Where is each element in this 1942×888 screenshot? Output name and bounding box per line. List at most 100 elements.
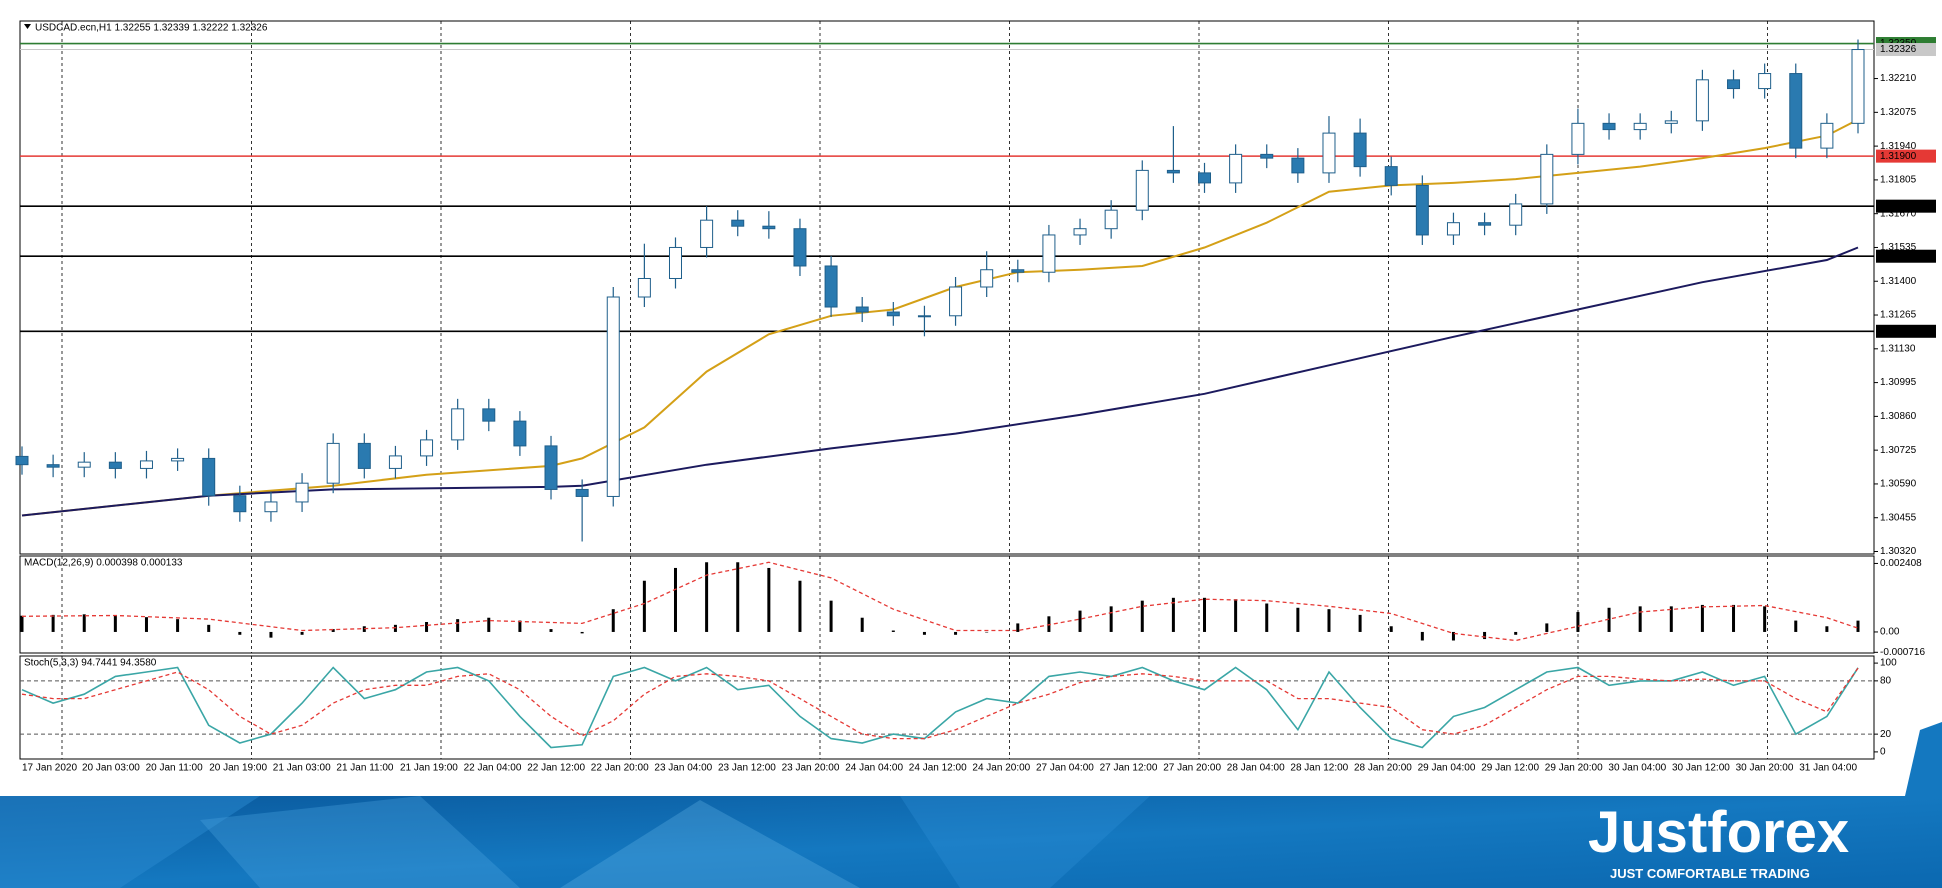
candle-body	[233, 495, 247, 513]
macd-bar	[549, 629, 553, 632]
y-tick-label: 1.31805	[1880, 175, 1917, 186]
candle-body	[1695, 79, 1709, 122]
macd-bar	[1732, 604, 1736, 632]
macd-bar	[1856, 620, 1860, 632]
x-tick-label: 27 Jan 04:00	[1036, 763, 1094, 774]
y-tick-label: 1.30320	[1880, 546, 1917, 557]
macd-bar	[580, 631, 584, 634]
level-label-box	[1876, 249, 1936, 263]
x-tick-label: 23 Jan 20:00	[782, 763, 840, 774]
candle-body	[264, 501, 278, 513]
macd-bar	[238, 631, 242, 635]
macd-bar	[1607, 607, 1611, 632]
candle-body	[108, 461, 122, 469]
macd-bar	[269, 631, 273, 638]
y-tick-label: 1.30590	[1880, 479, 1917, 490]
macd-bar	[1234, 599, 1238, 632]
candle-body	[700, 219, 714, 248]
panel-frame	[19, 555, 1875, 654]
banner-shape	[0, 796, 260, 888]
candle-body	[886, 311, 900, 317]
candle-body	[637, 277, 651, 298]
y-tick-label: 1.32210	[1880, 73, 1917, 84]
candle-body	[1011, 269, 1025, 273]
macd-bar	[1358, 614, 1362, 632]
panel-frame	[19, 20, 1875, 555]
macd-bar	[1514, 631, 1518, 635]
level-label-box	[1876, 43, 1936, 57]
candle-body	[762, 225, 776, 230]
banner-shape	[560, 800, 860, 888]
level-label: 1.32326	[1880, 44, 1917, 55]
candle-body	[575, 488, 589, 497]
candle-body	[1229, 153, 1243, 184]
x-tick-label: 24 Jan 12:00	[909, 763, 967, 774]
logo: Justforex	[1588, 800, 1849, 865]
candle-body	[15, 455, 29, 466]
macd-bar	[1576, 612, 1580, 632]
candle-body	[1789, 73, 1803, 149]
candle-body	[731, 219, 745, 227]
x-tick-label: 21 Jan 19:00	[400, 763, 458, 774]
macd-bar	[393, 624, 397, 632]
y-tick-label: 1.31400	[1880, 276, 1917, 287]
macd-bar	[331, 629, 335, 632]
candle-body	[1384, 166, 1398, 186]
macd-bar	[20, 615, 24, 632]
y-tick-label: 100	[1880, 658, 1897, 669]
candle-body	[1540, 153, 1554, 205]
candle-body	[1322, 132, 1336, 174]
y-tick-label: 1.31265	[1880, 310, 1917, 321]
x-tick-label: 24 Jan 04:00	[845, 763, 903, 774]
macd-bar	[1389, 626, 1393, 632]
macd-bar	[144, 617, 148, 632]
x-tick-label: 31 Jan 04:00	[1799, 763, 1857, 774]
y-tick-label: 80	[1880, 676, 1892, 687]
candle-body	[917, 315, 931, 318]
candle-body	[139, 460, 153, 469]
y-tick-label: 1.30455	[1880, 512, 1917, 523]
x-tick-label: 23 Jan 12:00	[718, 763, 776, 774]
y-tick-label: 0.002408	[1880, 558, 1922, 569]
candle-body	[1135, 169, 1149, 211]
macd-bar	[1420, 631, 1424, 641]
macd-bar	[642, 580, 646, 632]
x-tick-label: 20 Jan 11:00	[146, 763, 204, 774]
y-tick-label: 1.30995	[1880, 377, 1917, 388]
x-tick-label: 20 Jan 19:00	[209, 763, 267, 774]
level-label: 1.31200	[1880, 326, 1917, 337]
macd-bar	[51, 614, 55, 632]
macd-bar	[1265, 603, 1269, 632]
macd-bar	[487, 617, 491, 632]
candle-body	[1509, 203, 1523, 226]
macd-bar	[456, 619, 460, 632]
level-label: 1.31900	[1880, 151, 1917, 162]
x-tick-label: 22 Jan 04:00	[464, 763, 522, 774]
x-tick-label: 28 Jan 20:00	[1354, 763, 1412, 774]
candle-body	[1104, 209, 1118, 230]
candle-body	[202, 457, 216, 497]
candle-body	[793, 228, 807, 267]
x-tick-label: 28 Jan 04:00	[1227, 763, 1285, 774]
candle-body	[1166, 169, 1180, 174]
candle-body	[1198, 172, 1212, 184]
candle-body	[824, 265, 838, 308]
macd-bar	[1327, 609, 1331, 632]
macd-bar	[1451, 631, 1455, 641]
y-tick-label: 0.00	[1880, 627, 1900, 638]
candle-body	[420, 439, 434, 457]
candle-body	[1633, 122, 1647, 131]
macd-bar	[611, 609, 615, 632]
candle-body	[171, 457, 185, 462]
x-tick-label: 30 Jan 12:00	[1672, 763, 1730, 774]
banner-shape	[900, 796, 1150, 888]
macd-bar	[1171, 597, 1175, 632]
candle-body	[513, 420, 527, 447]
macd-bar	[922, 631, 926, 635]
x-tick-label: 23 Jan 04:00	[654, 763, 712, 774]
level-label-box	[1876, 149, 1936, 163]
y-tick-label: -0.000716	[1880, 647, 1925, 658]
x-tick-label: 17 Jan 2020	[22, 763, 77, 774]
macd-bar	[673, 567, 677, 632]
candle-body	[1758, 73, 1772, 90]
